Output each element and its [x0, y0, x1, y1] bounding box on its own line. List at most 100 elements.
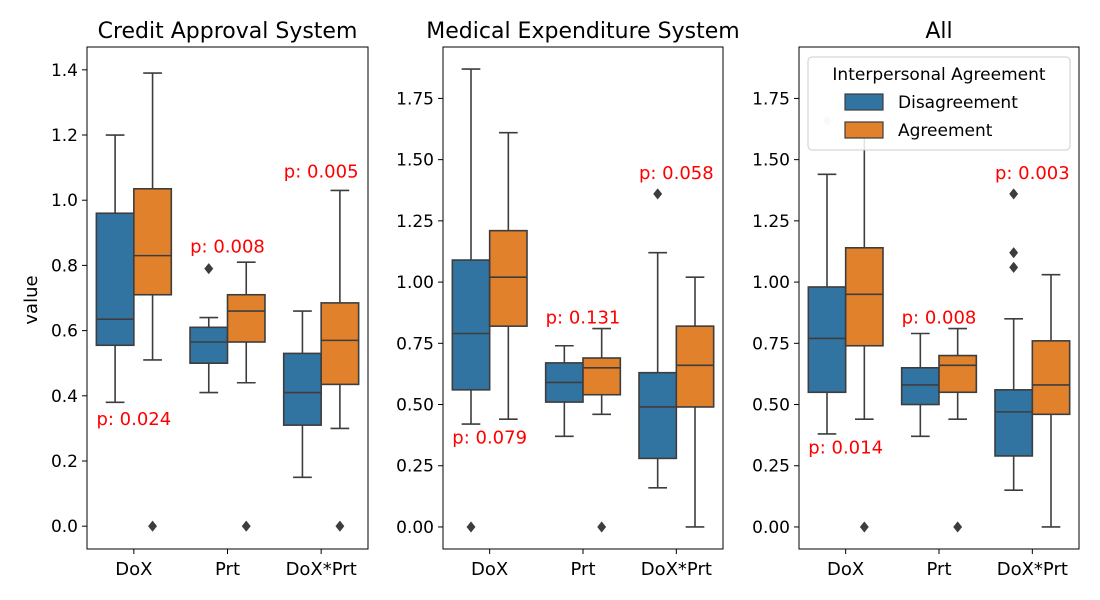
outlier-point	[1009, 247, 1019, 259]
box-disagreement-prt	[544, 344, 584, 438]
iqr-box	[320, 302, 360, 386]
outlier-point	[859, 521, 869, 533]
y-tick-label: 0.25	[752, 457, 790, 477]
y-axis-label: value	[21, 275, 42, 324]
y-tick-label: 1.00	[752, 273, 790, 293]
iqr-box	[488, 229, 528, 327]
x-tick-label: Prt	[215, 559, 240, 580]
iqr-box	[938, 354, 978, 394]
y-tick-label: 1.25	[752, 212, 790, 232]
y-tick-label: 1.25	[396, 212, 434, 232]
y-tick-label: 1.50	[396, 151, 434, 171]
y-tick-label: 0.0	[51, 517, 78, 537]
legend-title: Interpersonal Agreement	[832, 65, 1045, 85]
p-value-label: p: 0.131	[546, 308, 621, 329]
iqr-box	[133, 187, 173, 296]
iqr-box	[1031, 340, 1071, 416]
box-disagreement-dox	[95, 134, 135, 404]
p-value-label: p: 0.008	[190, 236, 265, 257]
iqr-box	[582, 357, 622, 396]
box-disagreement-dox-x-prt	[282, 310, 322, 479]
box-agreement-dox	[133, 72, 173, 532]
x-tick-label: DoX	[115, 559, 152, 580]
y-tick-label: 1.75	[396, 89, 434, 109]
outlier-point	[653, 188, 663, 200]
box-disagreement-dox	[807, 114, 847, 435]
panel-title: Medical Expenditure System	[426, 19, 739, 44]
outlier-point	[335, 520, 345, 532]
legend-swatch-disagreement	[844, 93, 884, 111]
outlier-point	[204, 263, 214, 275]
legend-swatch-agreement	[844, 121, 884, 139]
box-disagreement-dox-x-prt	[994, 188, 1034, 492]
x-tick-label: DoX*Prt	[286, 559, 357, 580]
box-agreement-dox-x-prt	[320, 189, 360, 532]
p-value-label: p: 0.003	[995, 163, 1070, 184]
box-disagreement-prt	[900, 332, 940, 438]
iqr-box	[675, 325, 715, 408]
outlier-point	[597, 521, 607, 533]
p-value-label: p: 0.024	[96, 409, 171, 430]
outlier-point	[148, 520, 158, 532]
outlier-point	[953, 521, 963, 533]
box-agreement-dox	[844, 129, 884, 533]
y-tick-label: 0.2	[51, 452, 78, 472]
iqr-box	[282, 352, 322, 426]
legend: Interpersonal Agreement Disagreement Agr…	[807, 56, 1071, 151]
box-agreement-prt	[226, 261, 266, 532]
box-disagreement-dox	[451, 68, 491, 533]
iqr-box	[900, 366, 940, 406]
box-agreement-dox-x-prt	[1031, 273, 1071, 528]
panels: Credit Approval System 0.0 0.2 0.4 0.6 0.8 1.0…	[51, 19, 1080, 580]
y-tick-label: 0.00	[752, 518, 790, 538]
y-tick-label: 0.50	[752, 396, 790, 416]
y-tick-label: 0.25	[396, 457, 434, 477]
y-tick-label: 0.50	[396, 396, 434, 416]
x-tick-label: DoX*Prt	[641, 559, 712, 580]
outlier-point	[1009, 188, 1019, 200]
panel-1: Credit Approval System 0.0 0.2 0.4 0.6 0.8 1.0…	[51, 19, 369, 580]
y-tick-label: 0.00	[396, 518, 434, 538]
y-tick-label: 1.75	[752, 89, 790, 109]
p-value-label: p: 0.079	[452, 428, 527, 449]
iqr-box	[807, 286, 847, 394]
box-agreement-dox	[488, 131, 528, 421]
panel-2: Medical Expenditure System 0.00 0.25 0.50 0.…	[396, 19, 740, 580]
iqr-box	[638, 371, 678, 460]
x-tick-label: DoX	[827, 559, 864, 580]
y-tick-label: 0.4	[51, 387, 78, 407]
box-disagreement-prt	[189, 263, 229, 394]
iqr-box	[844, 247, 884, 347]
panel-title: Credit Approval System	[98, 19, 358, 44]
panel-3: All 0.00 0.25 0.50 0.75 1.00 1.25 1.50 1.75 DoX Pr…	[752, 19, 1080, 580]
box-agreement-dox-x-prt	[675, 276, 715, 528]
box-agreement-prt	[938, 327, 978, 533]
x-tick-label: DoX*Prt	[997, 559, 1068, 580]
iqr-box	[226, 293, 266, 343]
box-agreement-prt	[582, 327, 622, 533]
y-tick-label: 0.6	[51, 322, 78, 342]
y-tick-label: 0.75	[396, 334, 434, 354]
iqr-box	[451, 259, 491, 391]
iqr-box	[189, 326, 229, 364]
y-tick-label: 1.4	[51, 61, 78, 81]
p-value-label: p: 0.058	[639, 163, 714, 184]
p-value-label: p: 0.014	[808, 437, 883, 458]
box-disagreement-dox-x-prt	[638, 188, 678, 489]
y-tick-label: 1.0	[51, 191, 78, 211]
legend-label-disagreement: Disagreement	[898, 93, 1018, 113]
x-tick-label: Prt	[571, 559, 596, 580]
outlier-point	[1009, 261, 1019, 274]
y-tick-label: 1.00	[396, 273, 434, 293]
outlier-point	[466, 521, 476, 533]
p-value-label: p: 0.005	[284, 161, 359, 182]
y-tick-label: 0.8	[51, 256, 78, 276]
y-tick-label: 1.2	[51, 126, 78, 146]
legend-label-agreement: Agreement	[898, 121, 993, 141]
p-value-label: p: 0.008	[902, 308, 977, 329]
panel-title: All	[925, 19, 952, 44]
x-tick-label: Prt	[927, 559, 952, 580]
iqr-box	[994, 389, 1034, 457]
x-tick-label: DoX	[471, 559, 508, 580]
outlier-point	[241, 520, 251, 532]
